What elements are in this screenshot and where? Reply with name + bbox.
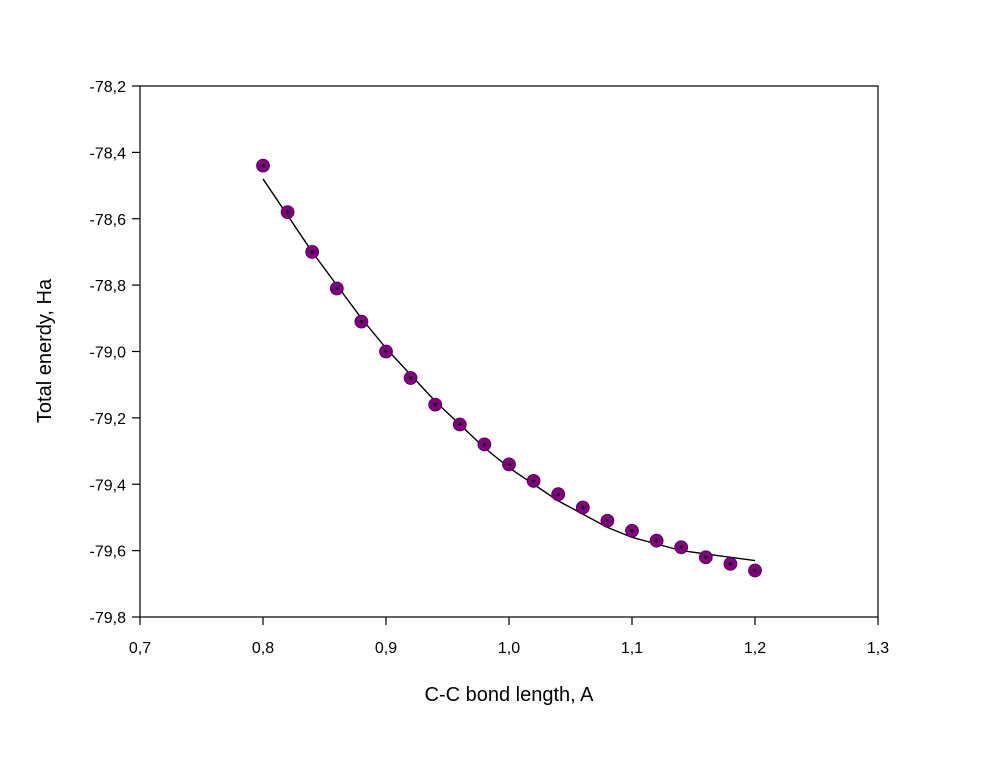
data-point-center — [704, 555, 708, 559]
x-tick-label: 1,3 — [867, 640, 889, 657]
data-point-center — [605, 519, 610, 523]
data-point-center — [728, 562, 733, 566]
x-axis-label: C-C bond length, A — [425, 684, 595, 706]
data-point-center — [335, 286, 339, 291]
data-point-center — [556, 492, 560, 496]
y-axis: -78,2 -78,4 -78,6 -78,8 -79,0 -79,2 -79,4 -79,6… — [90, 79, 140, 627]
data-point-center — [384, 349, 388, 354]
x-tick-label: 1,2 — [744, 640, 766, 657]
data-point-center — [679, 545, 683, 549]
x-tick-label: 0,8 — [252, 640, 274, 657]
data-point-center — [359, 320, 363, 324]
data-point-center — [581, 505, 585, 510]
x-tick-label: 0,9 — [375, 640, 397, 657]
x-axis: 0,7 0,8 0,9 1,0 1,1 1,2 1,3 — [129, 617, 889, 657]
y-tick-label: -79,8 — [90, 610, 127, 627]
y-tick-label: -78,2 — [90, 79, 127, 96]
y-tick-label: -79,0 — [90, 345, 127, 362]
x-tick-label: 0,7 — [129, 640, 151, 657]
plot-frame — [139, 85, 879, 618]
data-point-center — [261, 164, 265, 168]
y-axis-label: Total enerdy, Ha — [34, 278, 56, 423]
data-point-center — [409, 376, 413, 380]
fit-curve — [262, 178, 756, 562]
data-point-center — [310, 250, 314, 254]
y-tick-label: -78,6 — [90, 212, 127, 229]
data-point-center — [655, 539, 659, 543]
y-tick-label: -78,8 — [90, 278, 127, 295]
y-tick-label: -78,4 — [90, 145, 127, 162]
data-point-center — [630, 529, 634, 533]
x-tick-label: 1,1 — [621, 640, 643, 657]
x-tick-label: 1,0 — [498, 640, 520, 657]
data-point-center — [286, 210, 290, 214]
data-point-center — [753, 568, 757, 573]
y-tick-label: -79,2 — [90, 411, 127, 428]
data-point-center — [482, 442, 486, 447]
data-points — [256, 158, 762, 578]
y-tick-label: -79,6 — [90, 544, 127, 561]
data-point-center — [507, 462, 511, 466]
data-point-center — [458, 422, 462, 427]
data-point-center — [433, 403, 437, 407]
y-tick-label: -79,4 — [90, 477, 127, 494]
data-point-center — [532, 479, 536, 483]
